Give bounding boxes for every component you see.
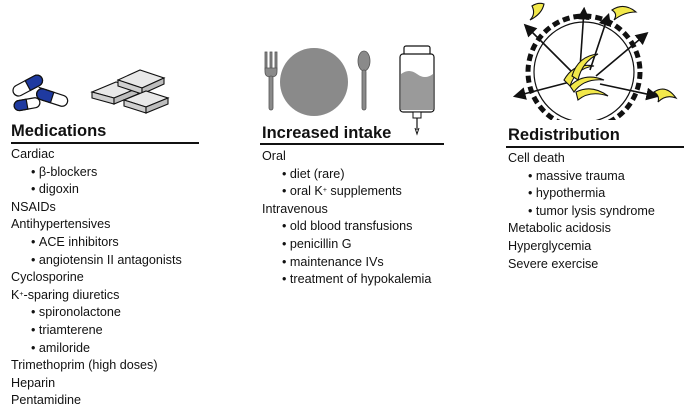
increased-intake-list: Oral diet (rare) oral K+ supplements Int…: [262, 148, 431, 289]
list-item: ACE inhibitors: [11, 234, 182, 252]
pill-capsules-icon: [8, 72, 80, 112]
cell-with-bananas-icon: [500, 0, 690, 131]
fork-icon: [263, 50, 279, 112]
list-item: Cardiac: [11, 147, 55, 161]
column-heading-redistribution: Redistribution: [508, 126, 620, 144]
list-item: oral K+ supplements: [262, 183, 431, 201]
list-item: Trimethoprim (high doses): [11, 358, 158, 373]
iv-bag-icon: [396, 44, 440, 136]
tablets-icon: [88, 66, 170, 114]
redistribution-list: Cell death massive trauma hypothermia tu…: [508, 150, 655, 273]
list-item: penicillin G: [262, 236, 431, 254]
medications-list: Cardiac β-blockers digoxin NSAIDs Antihy…: [11, 146, 182, 410]
list-item: Severe exercise: [508, 256, 599, 271]
heading-underline: [11, 142, 199, 144]
list-item: amiloride: [11, 340, 182, 358]
heading-underline: [506, 146, 684, 148]
list-item: triamterene: [11, 322, 182, 340]
list-item: Cyclosporine: [11, 270, 84, 285]
list-item: old blood transfusions: [262, 218, 431, 236]
list-item: spironolactone: [11, 304, 182, 322]
plate-icon: [278, 46, 350, 118]
list-item: hypothermia: [508, 185, 655, 203]
list-item: Metabolic acidosis: [508, 221, 611, 236]
list-item: Cell death: [508, 151, 565, 165]
spoon-icon: [356, 50, 372, 112]
list-item: K+-sparing diuretics: [11, 287, 120, 302]
list-item: diet (rare): [262, 166, 431, 184]
list-item: Heparin: [11, 375, 56, 390]
list-item: Oral: [262, 149, 286, 163]
list-item: Antihypertensives: [11, 217, 111, 232]
list-item: tumor lysis syndrome: [508, 203, 655, 221]
list-item: β-blockers: [11, 164, 182, 182]
list-item: angiotensin II antagonists: [11, 252, 182, 270]
column-heading-medications: Medications: [11, 122, 107, 140]
heading-underline: [260, 143, 444, 145]
column-heading-increased-intake: Increased intake: [262, 124, 392, 142]
list-item: massive trauma: [508, 168, 655, 186]
list-item: treatment of hypokalemia: [262, 271, 431, 289]
list-item: Intravenous: [262, 201, 328, 216]
list-item: NSAIDs: [11, 199, 56, 214]
list-item: Pentamidine: [11, 393, 82, 408]
list-item: Hyperglycemia: [508, 238, 592, 253]
list-item: digoxin: [11, 181, 182, 199]
list-item: maintenance IVs: [262, 254, 431, 272]
